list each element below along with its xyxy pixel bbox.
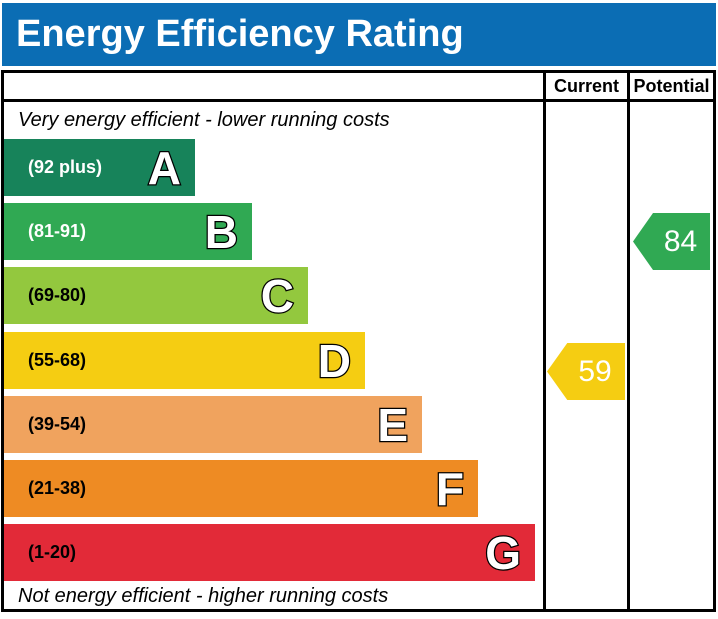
band-c-range: (69-80): [28, 285, 87, 305]
band-b: (81-91) B: [4, 203, 252, 260]
rating-table: Current Potential Very energy efficient …: [1, 70, 716, 612]
band-f: (21-38) F: [4, 460, 478, 517]
band-a: (92 plus) A: [4, 139, 195, 196]
chart-title-bar: Energy Efficiency Rating: [2, 3, 716, 66]
current-column-header: Current: [553, 76, 619, 96]
table-header-row: Current Potential: [4, 73, 713, 102]
chart-title: Energy Efficiency Rating: [16, 13, 464, 55]
band-e: (39-54) E: [4, 396, 422, 453]
band-d-letter: D: [317, 334, 353, 387]
band-d: (55-68) D: [4, 332, 365, 389]
caption-very-efficient: Very energy efficient - lower running co…: [18, 109, 390, 131]
band-a-range: (92 plus): [28, 157, 103, 177]
potential-rating-marker: 84: [633, 213, 710, 270]
band-e-range: (39-54): [28, 414, 87, 434]
band-g-letter: G: [484, 526, 522, 579]
band-a-letter: A: [147, 141, 183, 194]
band-e-letter: E: [376, 398, 409, 451]
potential-rating-value: 84: [663, 224, 698, 258]
band-f-letter: F: [435, 462, 466, 515]
caption-not-efficient: Not energy efficient - higher running co…: [18, 585, 389, 607]
current-rating-value: 59: [578, 354, 612, 388]
band-b-letter: B: [204, 205, 240, 258]
current-column-divider: [543, 73, 546, 609]
band-d-range: (55-68): [28, 350, 87, 370]
potential-column-header: Potential: [633, 76, 710, 96]
band-g: (1-20) G: [4, 524, 535, 581]
band-f-range: (21-38): [28, 478, 87, 498]
band-c: (69-80) C: [4, 267, 308, 324]
band-g-range: (1-20): [28, 542, 77, 562]
potential-column-divider: [627, 73, 630, 609]
band-c-letter: C: [260, 269, 296, 322]
current-rating-marker: 59: [547, 343, 625, 400]
band-b-range: (81-91): [28, 221, 87, 241]
